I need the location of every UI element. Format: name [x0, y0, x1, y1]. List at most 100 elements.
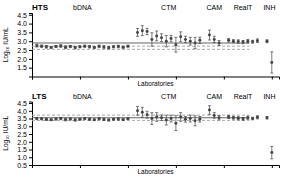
point [88, 118, 91, 121]
error-bar [93, 47, 96, 49]
point [69, 45, 72, 48]
x-tick-mark [32, 77, 33, 80]
point [136, 31, 139, 34]
point [194, 41, 197, 44]
x-tick-mark [80, 77, 81, 80]
error-bar [208, 106, 211, 115]
x-tick-mark [272, 165, 273, 168]
error-bar [189, 37, 192, 45]
reference-line [32, 49, 249, 50]
x-tick [80, 77, 81, 80]
group-label: INH [263, 4, 275, 11]
point [98, 45, 101, 48]
x-tick [224, 165, 225, 168]
point [246, 40, 249, 43]
point [232, 116, 235, 119]
point [146, 113, 149, 116]
point [83, 45, 86, 48]
point [117, 118, 120, 121]
point [146, 30, 149, 33]
point [50, 118, 53, 121]
error-bar [83, 118, 86, 120]
point [242, 117, 245, 120]
point [88, 45, 91, 48]
y-tick: 2.0 [17, 139, 32, 146]
error-bar [50, 47, 53, 49]
point [107, 46, 110, 49]
y-tick: 1.0 [17, 154, 32, 161]
point [160, 36, 163, 39]
group-label: CTM [161, 4, 176, 11]
point [174, 122, 177, 125]
error-bar [64, 46, 67, 49]
y-tick-label: 3.5 [17, 115, 27, 122]
point [155, 115, 158, 118]
point [170, 117, 173, 120]
y-tick-label: 4.5 [17, 12, 27, 19]
x-tick-mark [176, 165, 177, 168]
y-tick: 3.0 [17, 38, 32, 45]
error-bar [155, 31, 158, 41]
point [208, 109, 211, 112]
error-bar [155, 113, 158, 122]
y-tick: 0.5 [17, 162, 32, 169]
error-bar [88, 45, 91, 47]
point [237, 117, 240, 120]
y-tick-mark [29, 157, 32, 158]
title: LTS [32, 92, 47, 101]
y-axis-title: Log₁₀ IU/mL [2, 115, 10, 150]
point [189, 40, 192, 43]
y-tick: 1.5 [17, 64, 32, 71]
x-tick-mark [128, 165, 129, 168]
x-tick-mark [272, 77, 273, 80]
series [227, 115, 259, 120]
point [194, 119, 197, 122]
group-label: RealT [234, 4, 253, 11]
x-tick [32, 165, 33, 168]
error-bar [35, 44, 38, 47]
y-tick-mark [29, 165, 32, 166]
error-bar [174, 116, 177, 131]
error-bar [232, 116, 235, 119]
panel: 0.51.01.52.02.53.03.54.04.5bDNACTMCAMRea… [2, 92, 280, 176]
point [237, 40, 240, 43]
y-tick: 1.5 [17, 146, 32, 153]
point [266, 40, 269, 43]
error-bar [102, 118, 105, 120]
series [136, 26, 201, 52]
point [256, 39, 259, 42]
plot-marks [32, 26, 273, 73]
error-bar [160, 115, 163, 121]
error-bar [45, 46, 48, 48]
point [218, 41, 221, 44]
point [213, 38, 216, 41]
error-bar [160, 34, 163, 42]
x-tick [272, 77, 273, 80]
point [40, 45, 43, 48]
point [155, 34, 158, 37]
point [107, 119, 110, 122]
error-bar [232, 40, 235, 43]
error-bar [179, 32, 182, 42]
error-bar [194, 116, 197, 126]
y-tick-label: 2.0 [17, 139, 27, 146]
error-bar [218, 41, 221, 46]
point [141, 29, 144, 32]
series [266, 116, 274, 159]
error-bar [107, 47, 110, 49]
point [64, 118, 67, 121]
y-tick-mark [29, 32, 32, 33]
point [122, 118, 125, 121]
error-bar [165, 115, 168, 125]
point [93, 46, 96, 49]
error-bar [136, 29, 139, 37]
y-tick: 3.0 [17, 123, 32, 130]
y-tick-label: 1.5 [17, 146, 27, 153]
error-bar [83, 45, 86, 47]
error-bar [266, 40, 269, 43]
panel: 1.52.02.53.03.54.04.5bDNACTMCAMRealTINHH… [2, 3, 280, 87]
point [126, 117, 129, 120]
point [74, 46, 77, 49]
y-tick: 2.0 [17, 56, 32, 63]
error-bar [179, 113, 182, 122]
